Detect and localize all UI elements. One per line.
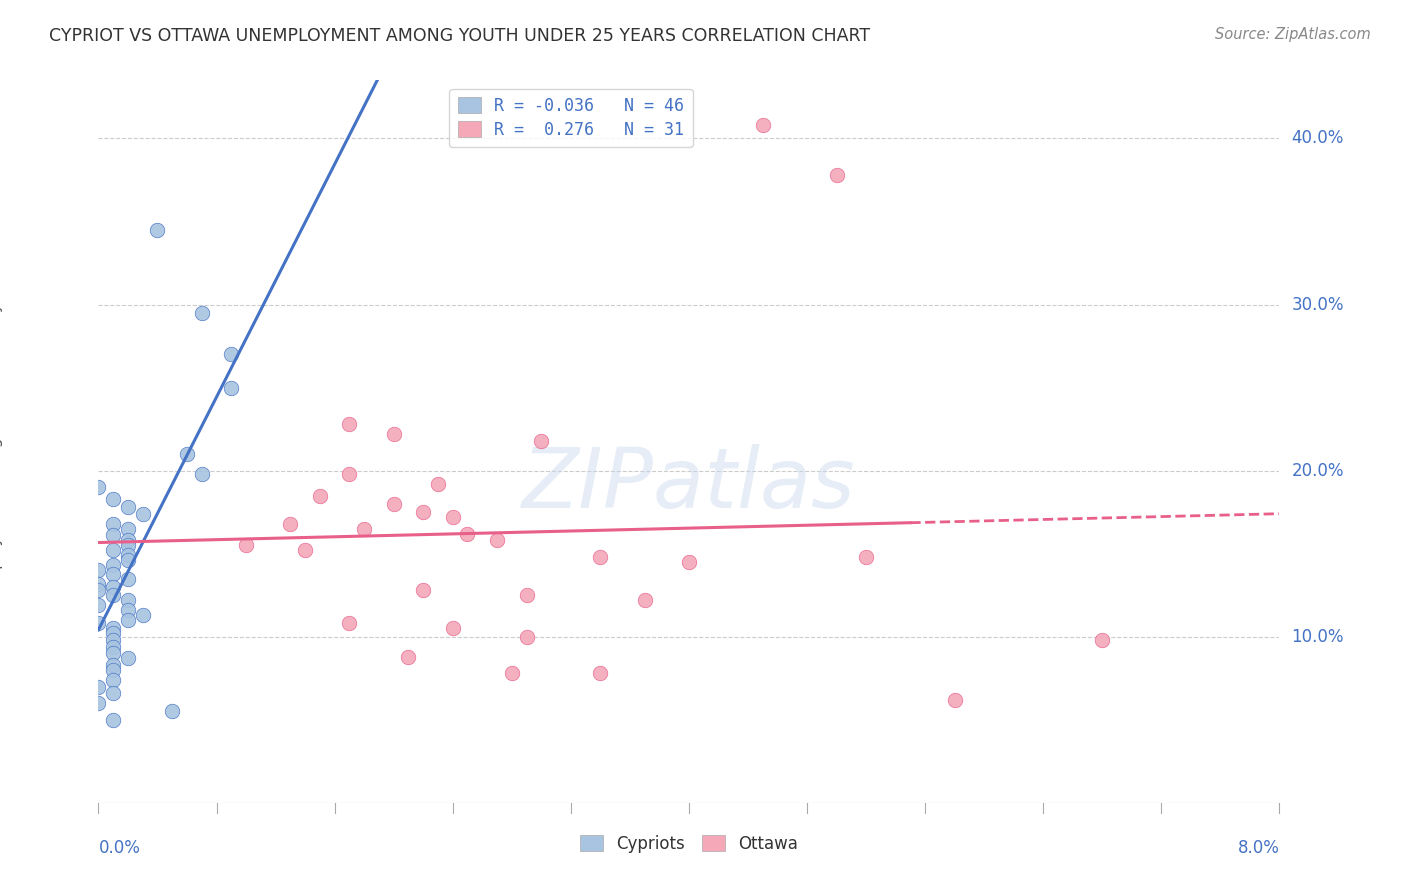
Point [87, 696, 110, 710]
Point [589, 666, 612, 681]
Text: 20.0%: 20.0% [1291, 461, 1344, 480]
Point [132, 507, 155, 521]
Point [339, 467, 361, 481]
Point [103, 713, 125, 727]
Point [103, 588, 125, 602]
Point [117, 538, 139, 552]
Point [221, 347, 243, 361]
Point [221, 380, 243, 394]
Point [501, 666, 523, 681]
Point [589, 549, 612, 564]
Point [103, 516, 125, 531]
Point [117, 651, 139, 665]
Point [87, 616, 110, 631]
Point [280, 516, 302, 531]
Point [516, 630, 538, 644]
Point [117, 603, 139, 617]
Point [117, 549, 139, 563]
Point [530, 434, 553, 448]
Point [752, 118, 775, 132]
Text: 40.0%: 40.0% [1291, 129, 1344, 147]
Point [382, 427, 405, 442]
Point [103, 633, 125, 648]
Text: 30.0%: 30.0% [1291, 295, 1344, 313]
Point [87, 480, 110, 494]
Point [235, 538, 257, 552]
Point [1091, 633, 1114, 648]
Point [176, 447, 198, 461]
Text: Source: ZipAtlas.com: Source: ZipAtlas.com [1215, 27, 1371, 42]
Point [825, 168, 848, 182]
Point [103, 646, 125, 660]
Point [103, 566, 125, 581]
Point [634, 593, 657, 607]
Point [117, 593, 139, 607]
Point [855, 549, 877, 564]
Point [516, 588, 538, 602]
Point [117, 553, 139, 567]
Point [103, 626, 125, 640]
Text: 8.0%: 8.0% [1237, 839, 1279, 857]
Point [117, 533, 139, 548]
Point [294, 543, 316, 558]
Point [339, 616, 361, 631]
Point [146, 223, 169, 237]
Point [309, 489, 332, 503]
Point [382, 497, 405, 511]
Point [191, 306, 214, 320]
Point [678, 555, 700, 569]
Point [412, 583, 434, 598]
Point [117, 500, 139, 515]
Text: 0.0%: 0.0% [98, 839, 141, 857]
Point [87, 563, 110, 577]
Point [87, 576, 110, 591]
Point [457, 526, 479, 541]
Point [103, 673, 125, 687]
Text: ZIPatlas: ZIPatlas [522, 444, 856, 525]
Point [117, 572, 139, 586]
Point [132, 608, 155, 623]
Text: Unemployment Among Youth under 25 years: Unemployment Among Youth under 25 years [0, 269, 3, 614]
Point [103, 640, 125, 654]
Point [87, 680, 110, 694]
Text: CYPRIOT VS OTTAWA UNEMPLOYMENT AMONG YOUTH UNDER 25 YEARS CORRELATION CHART: CYPRIOT VS OTTAWA UNEMPLOYMENT AMONG YOU… [49, 27, 870, 45]
Point [486, 533, 509, 548]
Point [117, 613, 139, 627]
Point [339, 417, 361, 431]
Point [87, 598, 110, 612]
Point [103, 558, 125, 573]
Point [103, 543, 125, 558]
Point [412, 505, 434, 519]
Text: 10.0%: 10.0% [1291, 628, 1344, 646]
Point [398, 649, 420, 664]
Point [943, 693, 966, 707]
Point [103, 657, 125, 672]
Point [103, 663, 125, 677]
Point [103, 621, 125, 635]
Point [427, 476, 450, 491]
Legend: Cypriots, Ottawa: Cypriots, Ottawa [574, 828, 804, 860]
Point [441, 510, 464, 524]
Point [191, 467, 214, 481]
Point [441, 621, 464, 635]
Point [353, 522, 375, 536]
Point [103, 686, 125, 700]
Point [87, 583, 110, 598]
Point [162, 705, 183, 719]
Point [103, 491, 125, 506]
Point [117, 522, 139, 536]
Point [103, 528, 125, 542]
Point [103, 580, 125, 594]
